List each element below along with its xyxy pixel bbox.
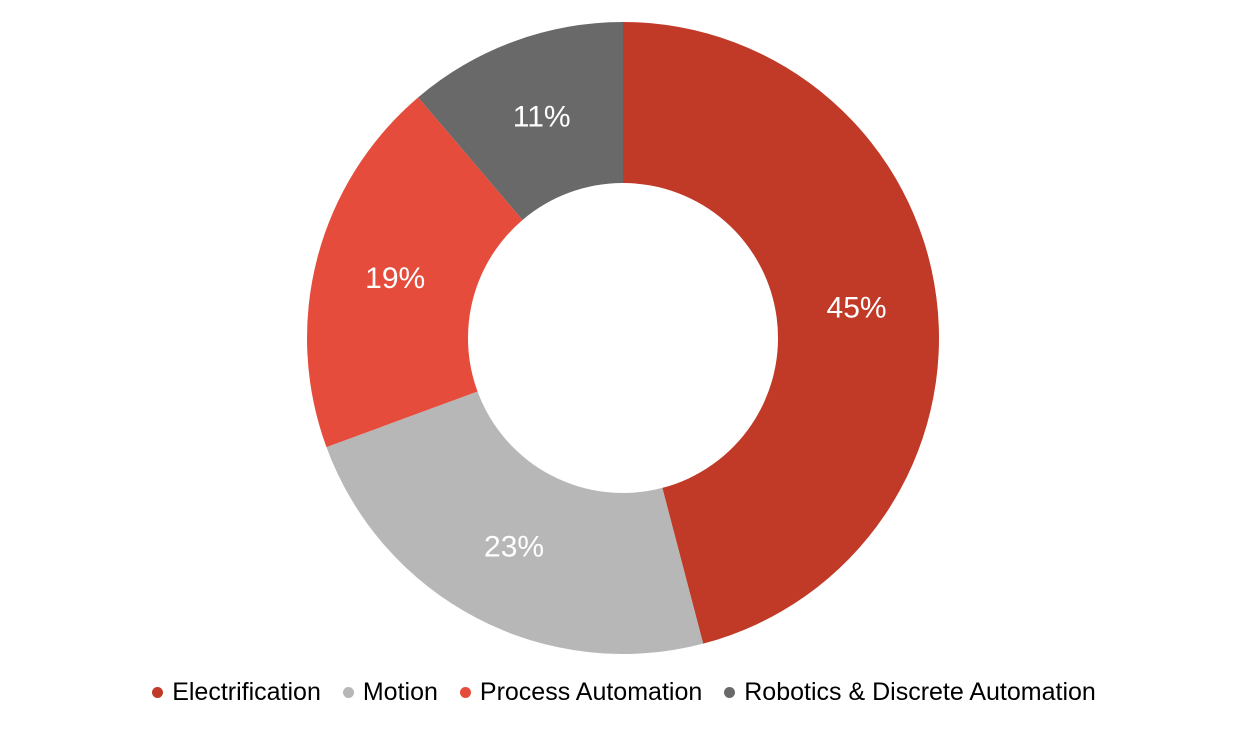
pie-slice-motion [326, 391, 704, 654]
legend-item-electrification: Electrification [152, 677, 321, 706]
legend-item-robotics-discrete-automation: Robotics & Discrete Automation [724, 677, 1096, 706]
legend-label: Robotics & Discrete Automation [744, 677, 1096, 706]
data-label-process-automation: 19% [365, 262, 425, 295]
legend-label: Motion [362, 677, 438, 706]
legend-marker-icon [152, 686, 164, 698]
pie-slice-robotics-discrete-automation [418, 22, 623, 220]
pie-slice-process-automation [307, 97, 523, 448]
data-label-motion: 23% [484, 530, 544, 563]
legend-marker-icon [724, 686, 736, 698]
legend-marker-icon [459, 686, 471, 698]
chart-legend: Electrification Motion Process Automatio… [152, 672, 1096, 712]
legend-item-motion: Motion [342, 677, 438, 706]
data-label-robotics-discrete-automation: 11% [513, 100, 571, 133]
legend-label: Process Automation [479, 677, 703, 706]
legend-item-process-automation: Process Automation [459, 677, 703, 706]
legend-marker-icon [342, 686, 354, 698]
pie-slice-electrification [623, 22, 939, 644]
data-label-electrification: 45% [827, 291, 887, 324]
legend-label: Electrification [172, 677, 321, 706]
donut-chart: 45% 23% 19% 11% [307, 22, 939, 654]
